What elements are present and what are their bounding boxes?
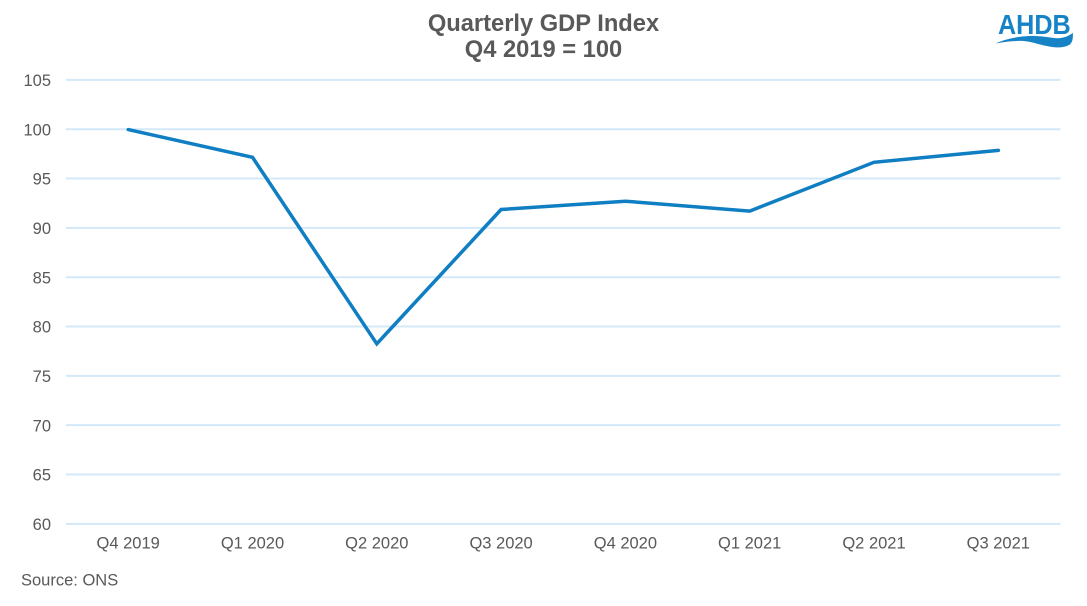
svg-text:Q2 2020: Q2 2020: [345, 535, 408, 553]
svg-text:100: 100: [23, 121, 51, 139]
svg-text:Q2 2021: Q2 2021: [842, 535, 905, 553]
svg-text:Q4 2019 = 100: Q4 2019 = 100: [465, 37, 622, 63]
svg-text:65: 65: [33, 467, 51, 485]
svg-text:Q1 2020: Q1 2020: [221, 535, 284, 553]
svg-text:60: 60: [33, 516, 51, 534]
svg-text:Q3 2020: Q3 2020: [469, 535, 532, 553]
svg-text:95: 95: [33, 171, 51, 189]
svg-text:Q3 2021: Q3 2021: [967, 535, 1030, 553]
svg-text:Q1 2021: Q1 2021: [718, 535, 781, 553]
svg-text:Q4 2019: Q4 2019: [97, 535, 160, 553]
svg-text:70: 70: [33, 417, 51, 435]
svg-text:80: 80: [33, 319, 51, 337]
svg-text:90: 90: [33, 220, 51, 238]
svg-text:85: 85: [33, 269, 51, 287]
svg-text:Quarterly GDP Index: Quarterly GDP Index: [428, 11, 659, 37]
svg-text:105: 105: [23, 72, 51, 90]
svg-text:75: 75: [33, 368, 51, 386]
svg-text:Source: ONS: Source: ONS: [21, 571, 118, 589]
svg-text:AHDB: AHDB: [998, 8, 1071, 40]
svg-text:Q4 2020: Q4 2020: [594, 535, 657, 553]
